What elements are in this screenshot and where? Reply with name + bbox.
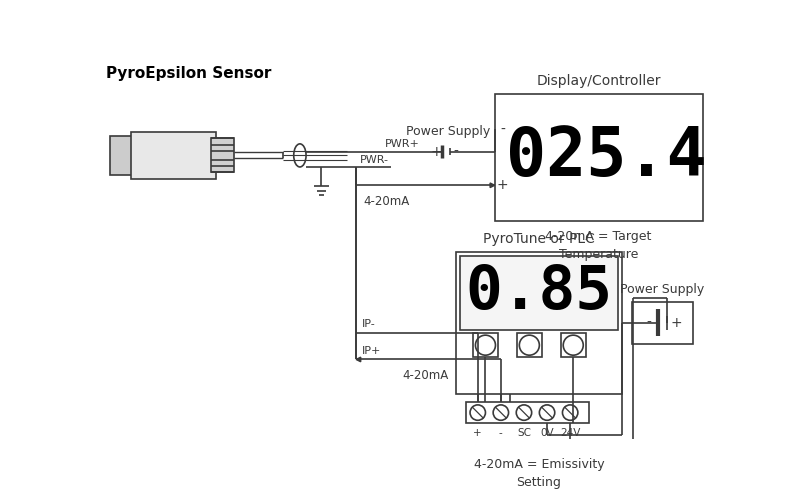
Text: PyroTune or PLC: PyroTune or PLC xyxy=(483,232,595,246)
Bar xyxy=(561,333,586,357)
Text: IP+: IP+ xyxy=(362,347,382,356)
Text: IP-: IP- xyxy=(362,319,376,329)
Text: +: + xyxy=(430,144,442,159)
Text: PyroEpsilon Sensor: PyroEpsilon Sensor xyxy=(106,66,271,80)
Bar xyxy=(632,302,694,344)
Ellipse shape xyxy=(294,144,306,167)
Text: 0V: 0V xyxy=(540,428,554,438)
Circle shape xyxy=(516,405,532,421)
Bar xyxy=(131,132,216,178)
Text: 4-20mA = Emissivity
Setting: 4-20mA = Emissivity Setting xyxy=(474,458,604,489)
Text: PWR+: PWR+ xyxy=(385,139,420,149)
Circle shape xyxy=(539,405,554,421)
Text: PWR-: PWR- xyxy=(360,155,390,165)
Bar xyxy=(517,333,542,357)
Text: 4-20mA = Target
Temperature: 4-20mA = Target Temperature xyxy=(546,230,652,261)
Bar xyxy=(460,255,618,330)
Bar xyxy=(494,94,702,221)
Bar xyxy=(211,139,234,173)
Text: 0.85: 0.85 xyxy=(466,263,613,322)
Polygon shape xyxy=(490,183,494,188)
Circle shape xyxy=(563,335,583,355)
Text: -: - xyxy=(646,316,651,330)
Text: Display/Controller: Display/Controller xyxy=(537,73,661,88)
Bar xyxy=(110,136,133,175)
Text: 025.4: 025.4 xyxy=(506,124,706,190)
Text: Power Supply: Power Supply xyxy=(406,125,490,138)
Text: SC: SC xyxy=(517,428,531,438)
Text: +: + xyxy=(497,178,508,192)
Text: -: - xyxy=(454,144,458,159)
Text: -: - xyxy=(499,428,502,438)
Text: Power Supply: Power Supply xyxy=(621,282,705,295)
Text: -: - xyxy=(500,122,505,137)
Text: 4-20mA: 4-20mA xyxy=(364,195,410,208)
Polygon shape xyxy=(356,357,361,362)
Circle shape xyxy=(562,405,578,421)
Text: 4-20mA: 4-20mA xyxy=(402,369,449,382)
Bar xyxy=(466,402,590,423)
Circle shape xyxy=(519,335,539,355)
Circle shape xyxy=(475,335,495,355)
Circle shape xyxy=(470,405,486,421)
Circle shape xyxy=(493,405,509,421)
Bar xyxy=(456,251,622,394)
Text: +: + xyxy=(474,428,482,438)
Text: +: + xyxy=(670,316,682,330)
Bar xyxy=(473,333,498,357)
Text: 24V: 24V xyxy=(560,428,580,438)
